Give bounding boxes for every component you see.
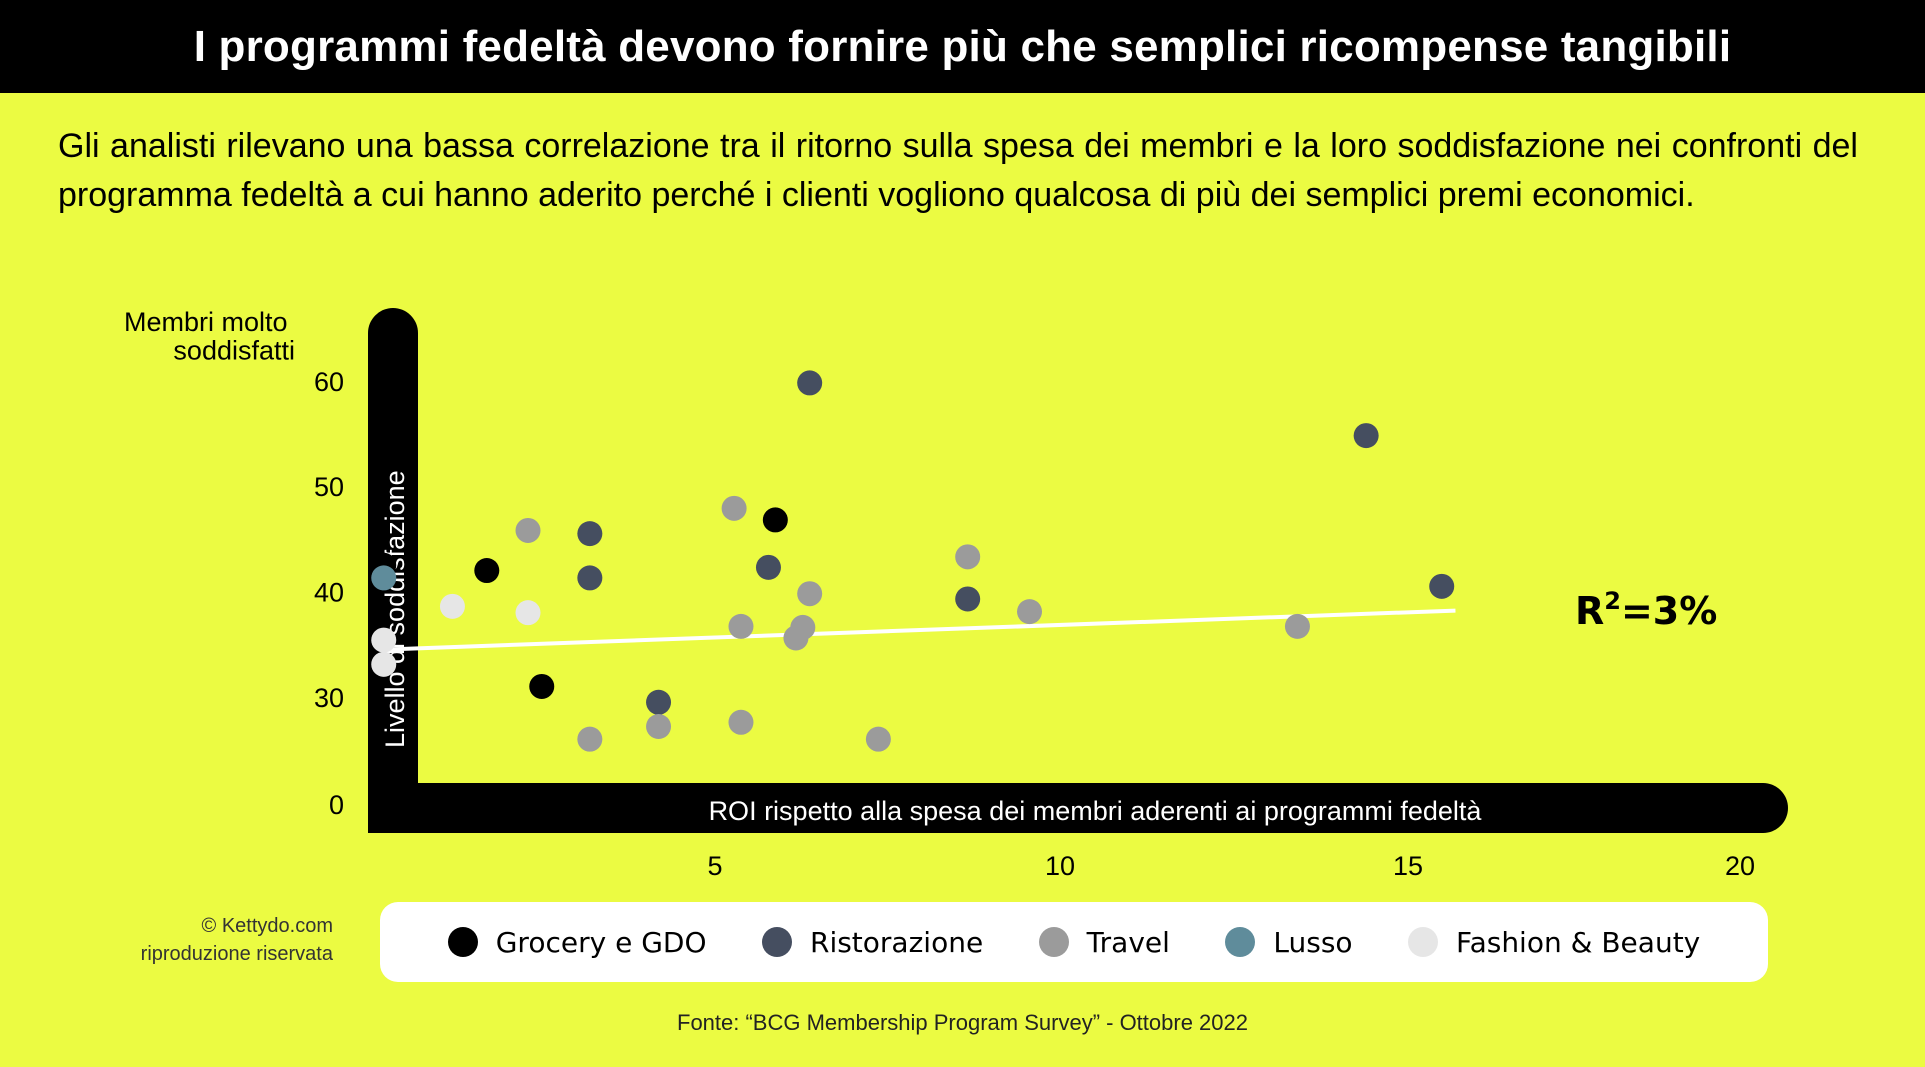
legend-swatch-ristorazione	[761, 927, 792, 957]
legend-item-lusso: Lusso	[1225, 925, 1353, 959]
data-point	[865, 726, 891, 752]
data-point	[515, 517, 541, 543]
x-tick-label: 10	[1045, 851, 1075, 881]
copyright-credit: © Kettydo.com riproduzione riservata	[141, 912, 333, 968]
copyright-line: © Kettydo.com	[201, 915, 333, 937]
y-top-label: Membri molto soddisfatti	[124, 307, 295, 365]
data-point	[577, 521, 603, 547]
data-point	[955, 586, 981, 612]
rights-line: riproduzione riservata	[140, 943, 333, 965]
legend-label-grocery: Grocery e GDO	[495, 925, 707, 959]
data-point	[1429, 573, 1455, 599]
data-point	[797, 370, 823, 396]
legend-swatch-fashion	[1408, 927, 1439, 957]
legend-swatch-travel	[1038, 927, 1069, 957]
x-axis-bar	[368, 783, 1788, 833]
y-ticks: 0 30 40 50 60	[314, 367, 344, 820]
x-axis-title: ROI rispetto alla spesa dei membri adere…	[709, 796, 1483, 826]
legend-label-ristorazione: Ristorazione	[809, 925, 984, 959]
data-point	[529, 673, 555, 699]
data-point	[515, 600, 541, 626]
trendline	[383, 608, 1456, 652]
data-point	[762, 507, 788, 533]
data-point	[577, 565, 603, 591]
legend-label-lusso: Lusso	[1273, 925, 1353, 959]
page-title: I programmi fedeltà devono fornire più c…	[0, 0, 1925, 93]
x-tick-label: 20	[1725, 851, 1755, 881]
y-tick-label: 50	[314, 472, 344, 502]
r-squared-label: R2=3%	[1575, 587, 1717, 633]
legend-item-travel: Travel	[1038, 925, 1170, 959]
data-point	[755, 554, 781, 580]
data-points	[371, 370, 1455, 752]
data-point	[371, 565, 397, 591]
data-point	[646, 714, 672, 740]
data-point	[1353, 423, 1379, 449]
legend-swatch-lusso	[1225, 927, 1256, 957]
y-tick-label: 60	[314, 367, 344, 397]
legend: Grocery e GDO Ristorazione Travel Lusso …	[380, 902, 1768, 982]
data-point	[646, 689, 672, 715]
legend-item-fashion: Fashion & Beauty	[1408, 926, 1700, 959]
source-note: Fonte: “BCG Membership Program Survey” -…	[677, 1010, 1248, 1035]
data-point	[371, 651, 397, 677]
legend-label-travel: Travel	[1086, 925, 1170, 959]
y-tick-label: 40	[314, 578, 344, 608]
x-ticks: 5 10 15 20	[707, 851, 1755, 881]
x-tick-label: 5	[707, 851, 722, 881]
data-point	[790, 614, 816, 640]
data-point	[439, 593, 465, 619]
data-point	[1017, 599, 1043, 625]
legend-swatch-grocery	[447, 927, 478, 957]
data-point	[797, 581, 823, 607]
x-tick-label: 15	[1393, 851, 1423, 881]
y-tick-label: 0	[329, 790, 344, 820]
data-point	[474, 558, 500, 584]
data-point	[371, 627, 397, 653]
y-tick-label: 30	[314, 683, 344, 713]
data-point	[728, 613, 754, 639]
data-point	[721, 495, 747, 521]
data-point	[1284, 613, 1310, 639]
legend-item-ristorazione: Ristorazione	[761, 925, 984, 959]
legend-label-fashion: Fashion & Beauty	[1456, 925, 1701, 959]
data-point	[728, 709, 754, 735]
data-point	[955, 544, 981, 570]
data-point	[577, 726, 603, 752]
subtitle: Gli analisti rilevano una bassa correlaz…	[58, 127, 1858, 214]
legend-item-grocery: Grocery e GDO	[447, 925, 707, 959]
y-axis-title: Livello di soddisfazione	[380, 470, 410, 748]
